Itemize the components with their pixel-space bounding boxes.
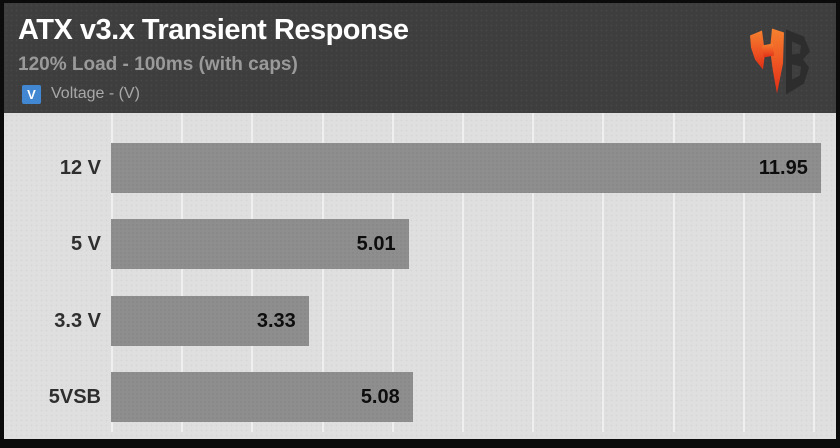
bar-value-label: 3.33: [256, 309, 296, 332]
bar-value-label: 11.95: [758, 157, 808, 179]
gridline: [111, 113, 113, 432]
category-label: 12 V: [59, 157, 101, 179]
bar-value-label: 5.01: [356, 233, 396, 256]
plot-area: 12 V 11.95 5 V 5.01 3.3 V 3.33 5VSB 5.08: [4, 113, 836, 439]
bar: 11.95: [111, 143, 821, 193]
gridline: [602, 113, 605, 432]
bar: 5.08: [111, 371, 413, 422]
category-label: 5 V: [70, 233, 101, 256]
gridline: [742, 113, 745, 432]
gridline: [462, 113, 464, 432]
gridline: [672, 113, 675, 432]
hardware-busters-logo-icon: [750, 28, 810, 95]
gridline: [532, 113, 535, 432]
bar: 5.01: [111, 219, 409, 270]
bar: 3.33: [111, 295, 309, 346]
logo-b-shape: [786, 29, 810, 95]
gridline: [321, 113, 324, 432]
chart-subtitle: 120% Load - 100ms (with caps): [18, 54, 298, 75]
category-label: 3.3 V: [54, 309, 101, 332]
chart-header: ATX v3.x Transient Response 120% Load - …: [4, 3, 836, 113]
gridline: [391, 113, 394, 432]
logo-h-shape: [750, 28, 784, 94]
gridline: [251, 113, 254, 432]
gridline: [813, 113, 815, 432]
gridline: [181, 113, 184, 432]
legend-label: Voltage - (V): [51, 85, 140, 102]
legend-voltage-swatch: V: [22, 84, 41, 104]
category-label: 5VSB: [48, 385, 101, 408]
chart-title: ATX v3.x Transient Response: [18, 14, 409, 46]
legend: V Voltage - (V): [22, 84, 140, 104]
bar-value-label: 5.08: [360, 385, 400, 408]
